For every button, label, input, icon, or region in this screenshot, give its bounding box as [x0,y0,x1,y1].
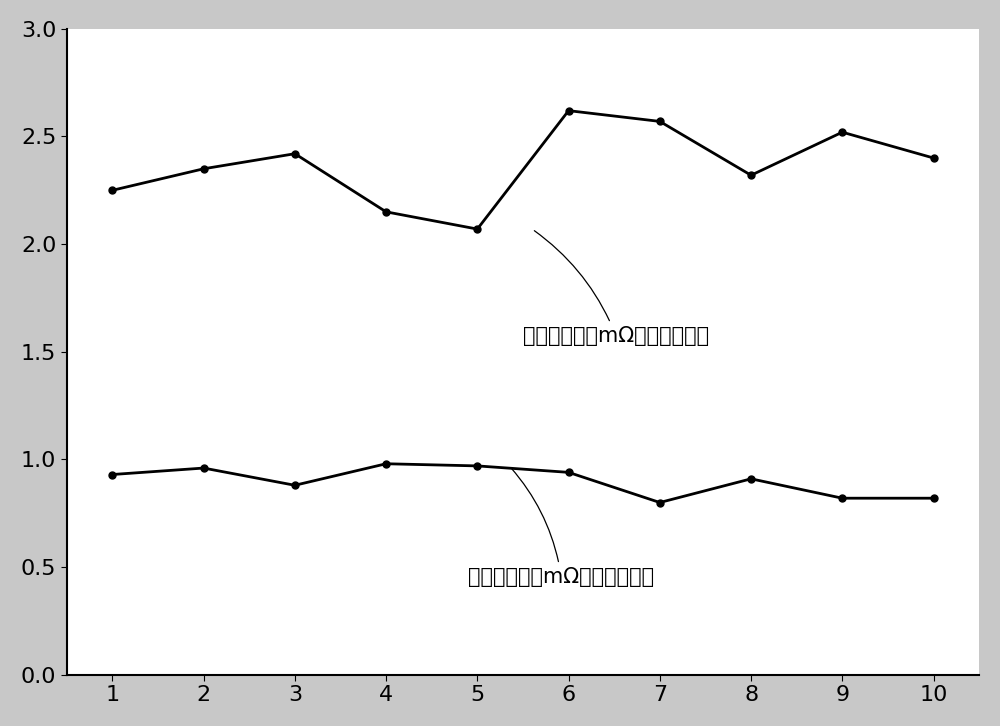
Text: 电流回路阻抗mΩ（过零拉闸）: 电流回路阻抗mΩ（过零拉闸） [468,468,654,587]
Text: 电流回路阻抗mΩ（随机拉闸）: 电流回路阻抗mΩ（随机拉闸） [523,231,709,346]
